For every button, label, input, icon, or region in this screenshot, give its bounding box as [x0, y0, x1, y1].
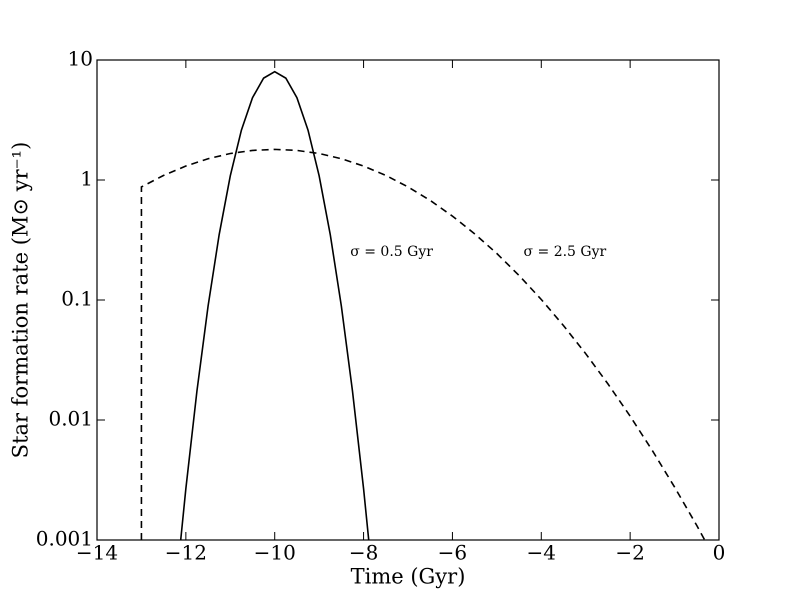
x-tick-label: −14 [76, 541, 118, 565]
y-tick-label: 1 [80, 167, 93, 191]
series-line [140, 148, 706, 540]
y-axis-label: Star formation rate (M⊙ yr⁻¹) [9, 142, 33, 459]
x-tick-label: −10 [254, 541, 296, 565]
x-tick-label: −6 [438, 541, 467, 565]
y-tick-label: 10 [68, 47, 93, 71]
annotation: σ = 0.5 Gyr [350, 244, 433, 260]
y-tick-label: 0.01 [48, 407, 93, 431]
y-tick-label: 0.001 [36, 527, 93, 551]
x-tick-label: −2 [615, 541, 644, 565]
y-tick-label: 0.1 [61, 287, 93, 311]
x-tick-label: 0 [713, 541, 726, 565]
x-axis-label: Time (Gyr) [351, 565, 466, 589]
plot-area [140, 70, 706, 540]
x-tick-label: −4 [527, 541, 556, 565]
x-tick-label: −8 [349, 541, 378, 565]
plot-frame [96, 59, 720, 541]
x-tick-label: −12 [165, 541, 207, 565]
series-line [179, 70, 370, 540]
annotation: σ = 2.5 Gyr [524, 244, 607, 260]
